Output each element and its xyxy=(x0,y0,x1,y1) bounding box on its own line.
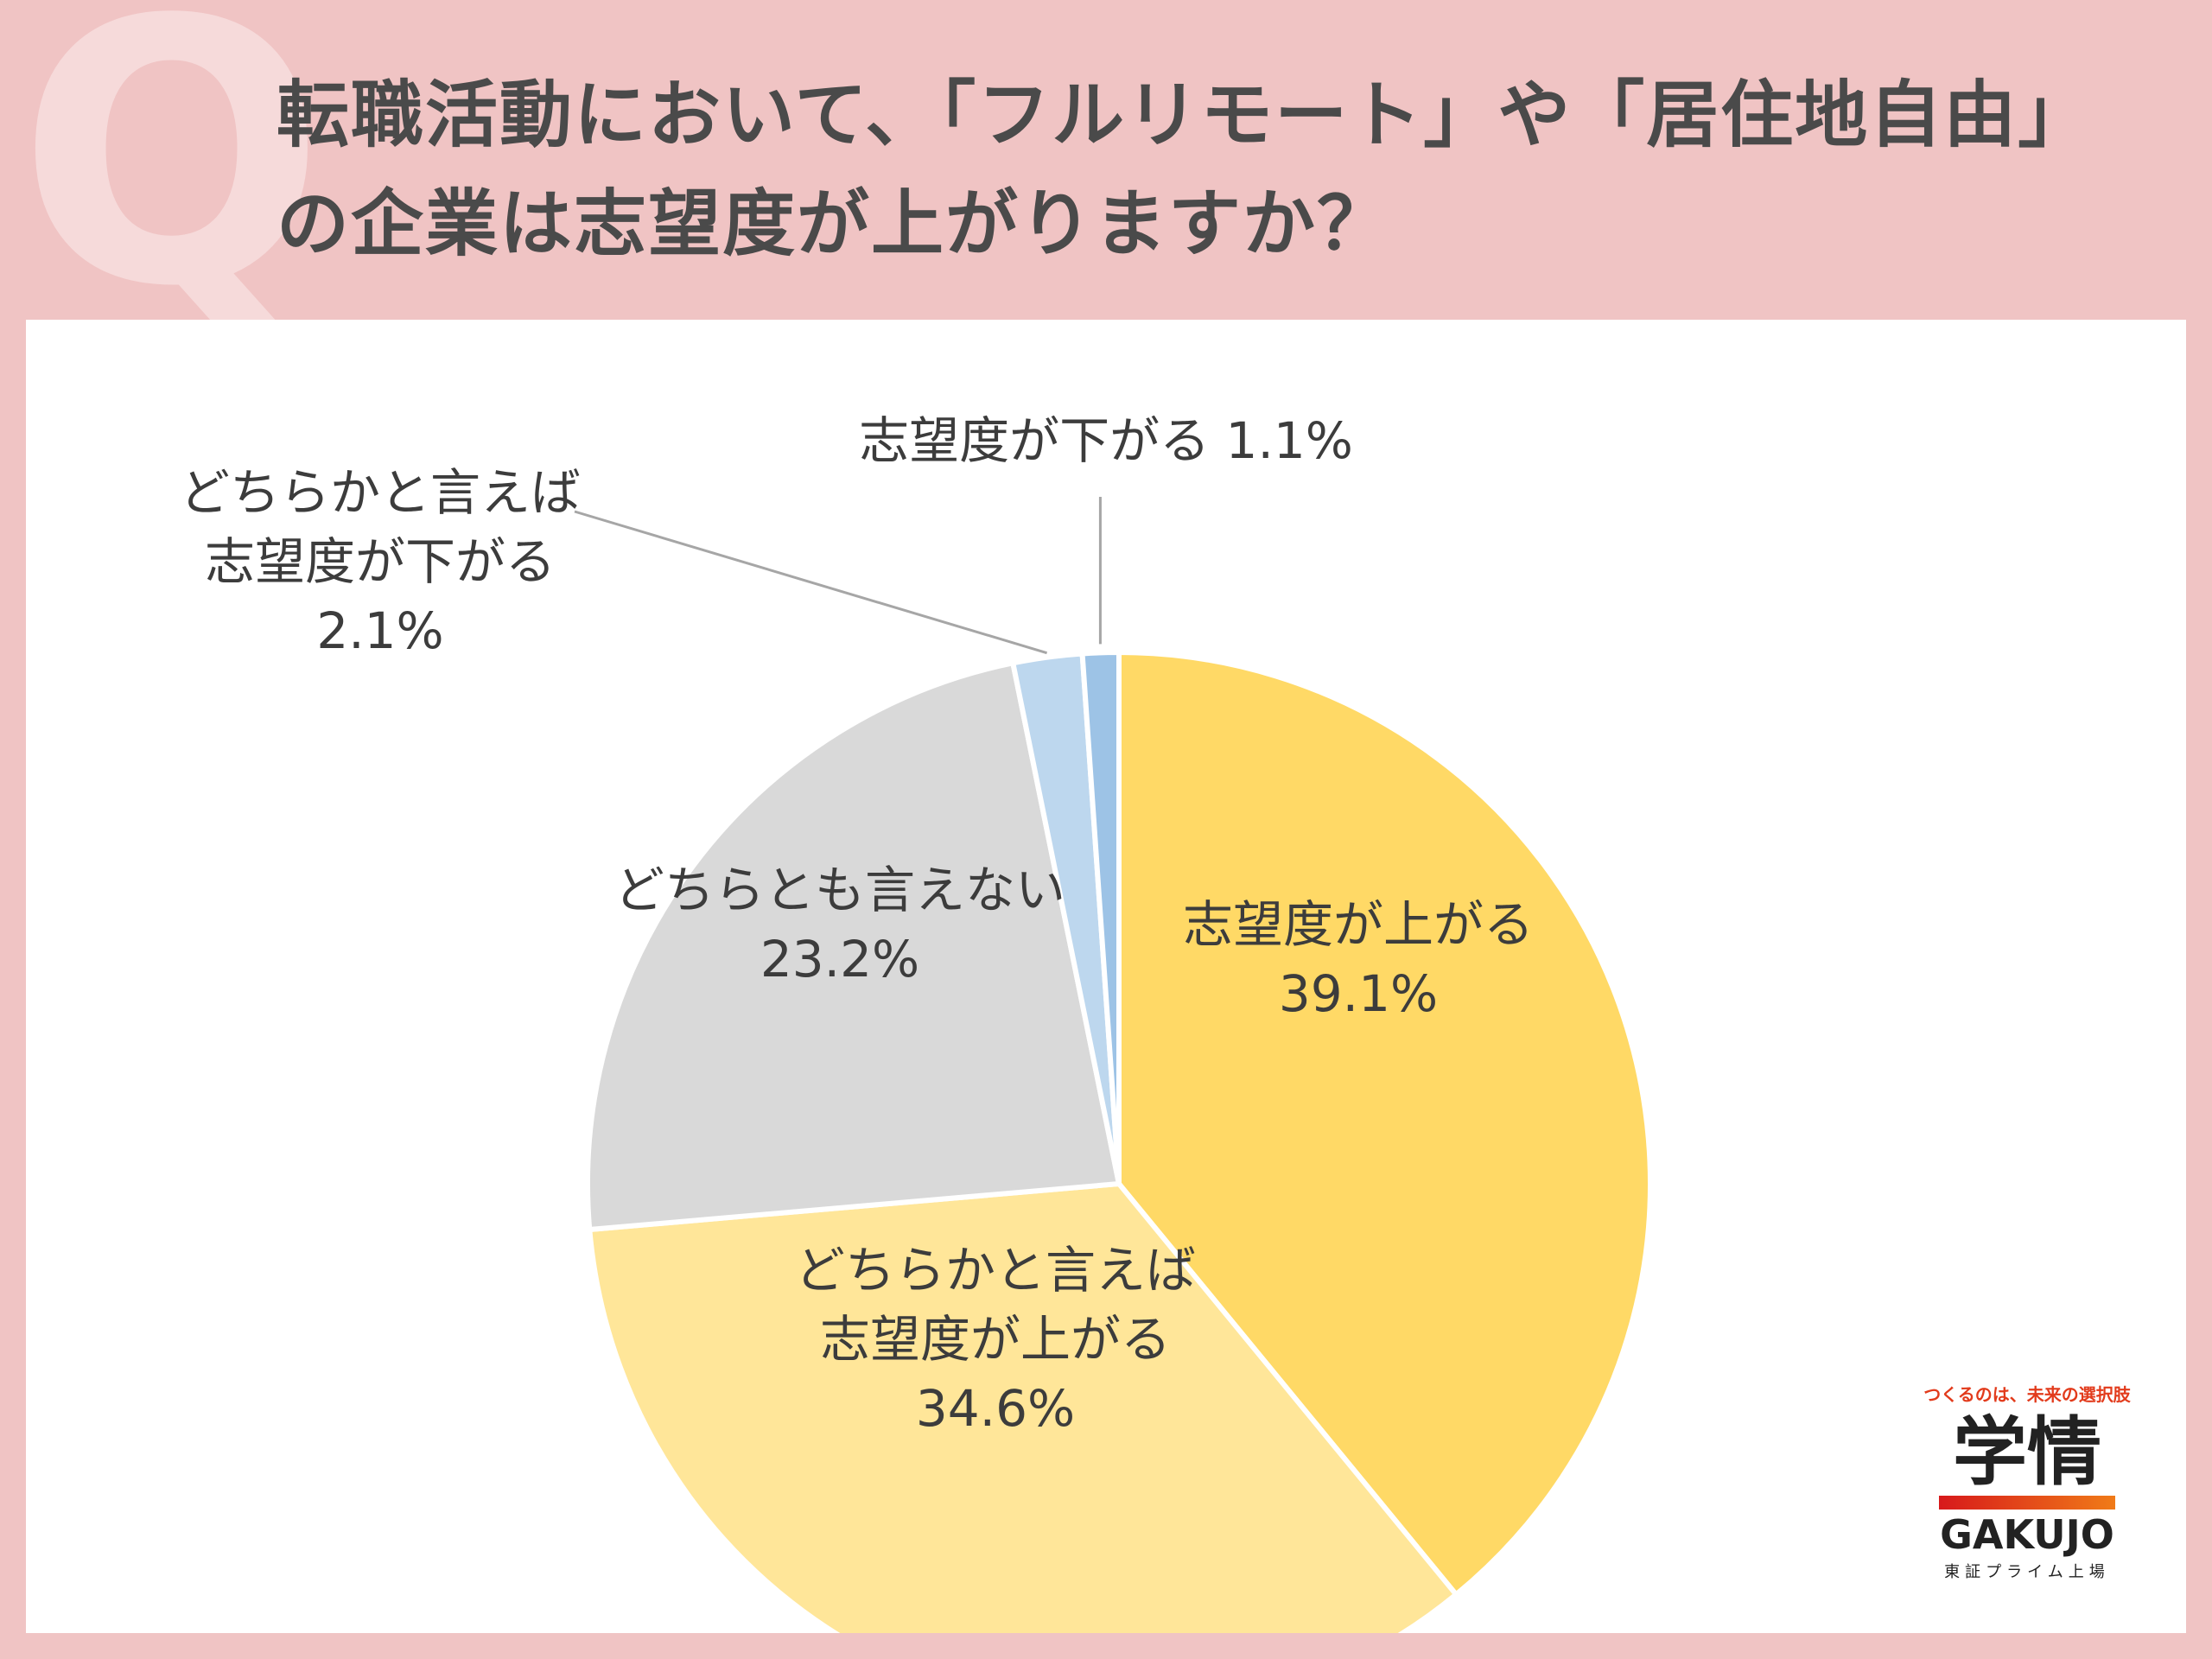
chart-panel: 志望度が上がる 39.1% どちらかと言えば 志望度が上がる 34.6% どちら… xyxy=(26,320,2186,1633)
brand-kanji: 学情 xyxy=(1953,1409,2101,1496)
pie-chart xyxy=(574,497,1653,1633)
label-somewhat-down: どちらかと言えば 志望度が下がる 2.1% xyxy=(179,463,582,660)
pie-slice-1 xyxy=(1116,649,1653,1599)
page-title: 転職活動において、「フルリモート」や「居住地自由」 の企業は志望度が上がりますか… xyxy=(276,60,2092,278)
q-mark: Q xyxy=(17,0,327,366)
label-somewhat-up: どちらかと言えば 志望度が上がる 34.6% xyxy=(794,1241,1197,1438)
pie-slice-2 xyxy=(587,1180,1460,1633)
leader-line-somewhat-down xyxy=(574,510,1048,655)
title-line-1: 転職活動において、「フルリモート」や「居住地自由」 xyxy=(276,73,2093,157)
label-neutral: どちらとも言えない 23.2% xyxy=(613,861,1066,988)
label-down: 志望度が下がる 1.1% xyxy=(859,411,1353,470)
gakujo-logo: つくるのは、未来の選択肢 学情 GAKUJO 東証プライム上場 xyxy=(1922,1381,2133,1582)
pie-slice-3 xyxy=(585,659,1122,1233)
brand-bar xyxy=(1939,1496,2115,1510)
brand-english: GAKUJO xyxy=(1940,1511,2114,1558)
title-line-2: の企業は志望度が上がりますか？ xyxy=(276,181,1392,266)
brand-tagline: つくるのは、未来の選択肢 xyxy=(1923,1384,2131,1405)
pie-slice-5 xyxy=(1079,649,1122,1185)
brand-subtitle: 東証プライム上場 xyxy=(1944,1563,2110,1581)
label-up: 志望度が上がる 39.1% xyxy=(1182,895,1535,1023)
